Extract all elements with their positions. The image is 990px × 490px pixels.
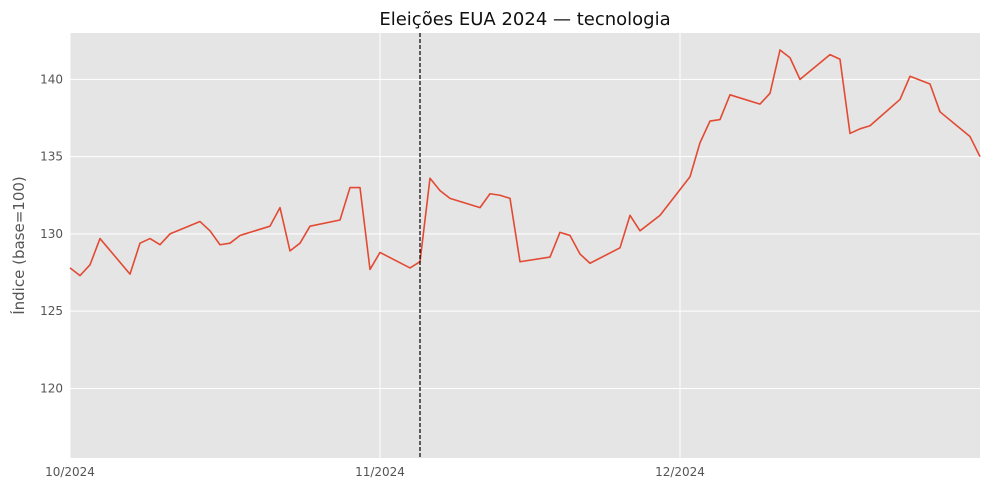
y-tick-label: 135 — [40, 150, 63, 164]
x-tick-label: 12/2024 — [655, 465, 705, 479]
chart-title: Eleições EUA 2024 — tecnologia — [379, 9, 670, 30]
y-tick-label: 140 — [40, 72, 63, 86]
y-tick-label: 120 — [40, 381, 63, 395]
x-tick-label: 11/2024 — [355, 465, 405, 479]
y-tick-label: 125 — [40, 304, 63, 318]
x-tick-label: 10/2024 — [45, 465, 95, 479]
y-tick-label: 130 — [40, 227, 63, 241]
plot-area — [70, 33, 980, 458]
series-line — [69, 49, 981, 277]
y-axis-label: Índice (base=100) — [9, 176, 28, 315]
tick-labels: 120 125 130 135 140 10/2024 11/2024 12/2024 — [40, 72, 705, 479]
grid-lines — [69, 33, 980, 458]
series-layer — [69, 49, 981, 277]
